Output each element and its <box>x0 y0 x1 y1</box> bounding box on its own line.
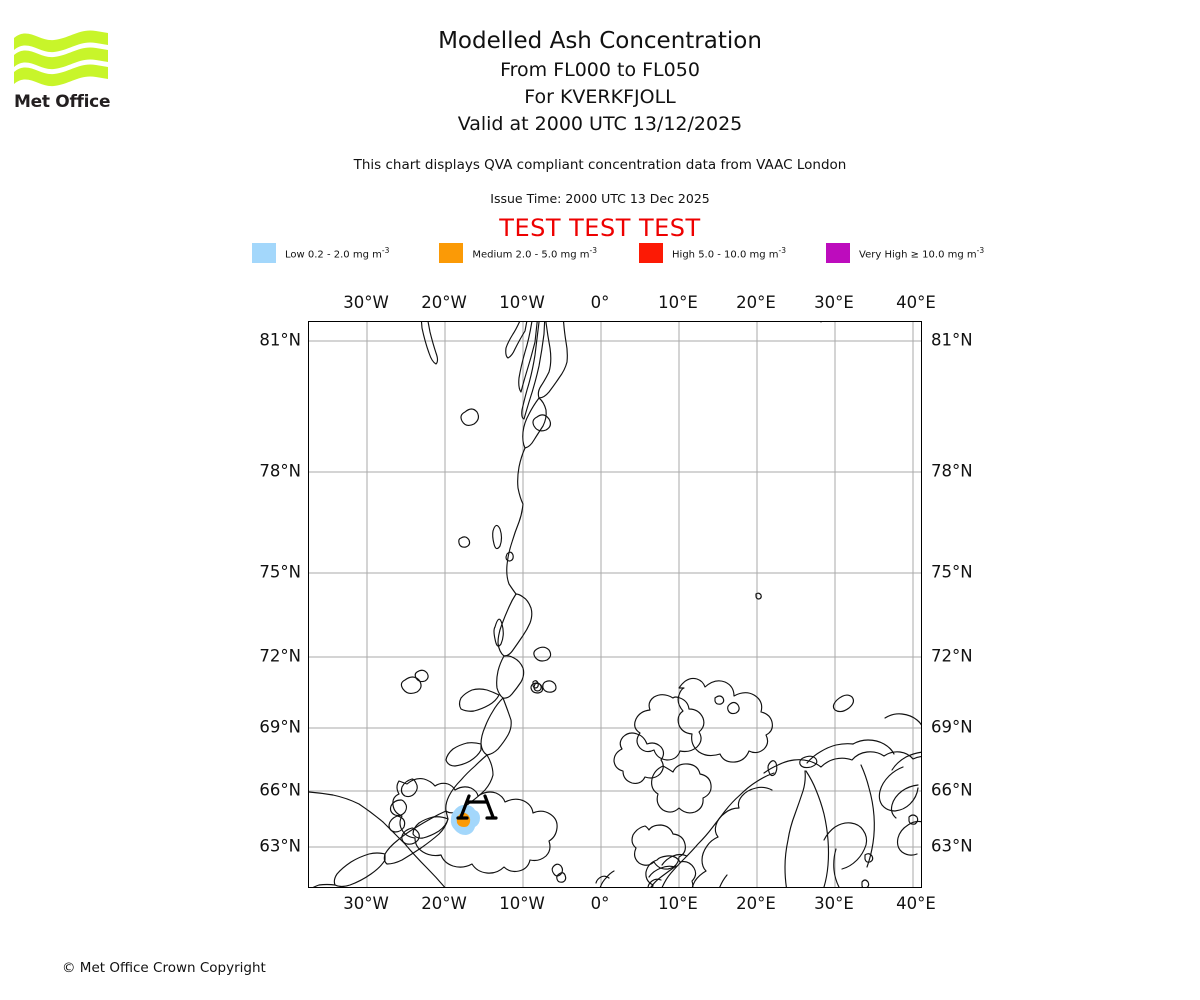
legend-low-prefix: Low <box>285 249 305 261</box>
legend-low-unit: mg m <box>352 249 382 261</box>
lon-label-bottom-20E: 20°E <box>736 894 776 913</box>
lat-label-right-72N: 72°N <box>931 646 973 666</box>
concentration-legend: Low 0.2 - 2.0 mg m-3 Medium 2.0 - 5.0 mg… <box>252 242 992 264</box>
issue-time: Issue Time: 2000 UTC 13 Dec 2025 <box>490 191 710 206</box>
legend-item-medium: Medium 2.0 - 5.0 mg m-3 <box>439 242 597 264</box>
lat-label-right-63N: 63°N <box>931 836 973 856</box>
lon-label-bottom-10E: 10°E <box>658 894 698 913</box>
lon-label-top-20E: 20°E <box>736 293 776 312</box>
legend-medium-exp: -3 <box>589 245 598 255</box>
legend-swatch-medium <box>439 243 464 263</box>
lat-label-left-66N: 66°N <box>259 780 301 800</box>
ash-concentration-map[interactable] <box>308 321 922 888</box>
chart-title-block: Modelled Ash Concentration From FL000 to… <box>0 26 1200 138</box>
map-graticule <box>309 322 921 887</box>
lon-label-bottom-20W: 20°W <box>421 894 467 913</box>
legend-medium-prefix: Medium <box>472 249 513 261</box>
legend-low-range: 0.2 - 2.0 <box>307 249 350 261</box>
lon-label-bottom-40E: 40°E <box>896 894 936 913</box>
volcano-name: For KVERKFJOLL <box>524 86 676 108</box>
lon-label-top-0: 0° <box>590 293 610 312</box>
lat-label-right-78N: 78°N <box>931 461 973 481</box>
lat-label-left-72N: 72°N <box>259 646 301 666</box>
legend-medium-range: 2.0 - 5.0 <box>515 249 558 261</box>
page-title: Modelled Ash Concentration <box>438 28 762 54</box>
flight-level-range: From FL000 to FL050 <box>500 59 700 81</box>
legend-high-prefix: High <box>672 249 695 261</box>
lon-label-bottom-10W: 10°W <box>499 894 545 913</box>
qva-note: This chart displays QVA compliant concen… <box>353 157 847 173</box>
legend-item-low: Low 0.2 - 2.0 mg m-3 <box>252 242 389 264</box>
legend-very-high-range: ≥ 10.0 <box>910 249 945 261</box>
lon-label-top-10E: 10°E <box>658 293 698 312</box>
legend-very-high-prefix: Very High <box>859 249 908 261</box>
legend-high-exp: -3 <box>778 245 787 255</box>
lat-label-right-66N: 66°N <box>931 780 973 800</box>
lat-label-right-69N: 69°N <box>931 717 973 737</box>
lat-label-left-63N: 63°N <box>259 836 301 856</box>
lat-label-left-75N: 75°N <box>259 562 301 582</box>
lon-label-bottom-30E: 30°E <box>814 894 854 913</box>
legend-item-very-high: Very High ≥ 10.0 mg m-3 <box>826 242 984 264</box>
lat-label-right-75N: 75°N <box>931 562 973 582</box>
lat-label-left-81N: 81°N <box>259 330 301 350</box>
legend-item-high: High 5.0 - 10.0 mg m-3 <box>639 242 786 264</box>
lat-label-left-69N: 69°N <box>259 717 301 737</box>
legend-swatch-high <box>639 243 664 263</box>
lat-label-left-78N: 78°N <box>259 461 301 481</box>
legend-label-very-high: Very High ≥ 10.0 mg m-3 <box>859 246 984 260</box>
legend-label-low: Low 0.2 - 2.0 mg m-3 <box>285 246 389 260</box>
map-coastlines <box>309 322 921 887</box>
met-office-logo: Met Office <box>14 28 124 118</box>
legend-label-medium: Medium 2.0 - 5.0 mg m-3 <box>472 246 597 260</box>
map-canvas <box>309 322 921 887</box>
legend-low-exp: -3 <box>381 245 390 255</box>
lon-label-top-10W: 10°W <box>499 293 545 312</box>
lon-label-top-40E: 40°E <box>896 293 936 312</box>
lon-label-bottom-30W: 30°W <box>343 894 389 913</box>
legend-very-high-exp: -3 <box>976 245 985 255</box>
volcano-source-marker <box>456 794 498 820</box>
lon-label-top-20W: 20°W <box>421 293 467 312</box>
legend-high-range: 5.0 - 10.0 <box>698 249 747 261</box>
legend-swatch-very-high <box>826 243 851 263</box>
lat-label-right-81N: 81°N <box>931 330 973 350</box>
valid-time: Valid at 2000 UTC 13/12/2025 <box>457 113 743 135</box>
met-office-logo-text: Met Office <box>14 92 111 112</box>
legend-medium-unit: mg m <box>560 249 590 261</box>
legend-high-unit: mg m <box>749 249 779 261</box>
lon-label-top-30E: 30°E <box>814 293 854 312</box>
legend-swatch-low <box>252 243 276 263</box>
legend-label-high: High 5.0 - 10.0 mg m-3 <box>672 246 786 260</box>
met-office-wave-icon <box>14 30 108 87</box>
legend-very-high-unit: mg m <box>947 249 977 261</box>
lon-label-top-30W: 30°W <box>343 293 389 312</box>
lon-label-bottom-0: 0° <box>590 894 610 913</box>
test-banner: TEST TEST TEST <box>499 214 701 242</box>
copyright-notice: © Met Office Crown Copyright <box>62 960 266 976</box>
